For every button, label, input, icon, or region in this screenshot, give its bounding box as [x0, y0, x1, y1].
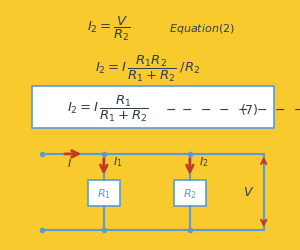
FancyBboxPatch shape [32, 87, 274, 128]
Text: $V$: $V$ [243, 186, 255, 198]
Text: $R_1$: $R_1$ [97, 186, 111, 200]
Bar [88, 180, 120, 206]
Bar [174, 180, 206, 206]
Text: $I$: $I$ [67, 156, 72, 168]
Text: $I_2 = I\,\dfrac{R_1}{R_1 + R_2}$: $I_2 = I\,\dfrac{R_1}{R_1 + R_2}$ [67, 94, 148, 124]
Text: $-\;-\;-\;-\;-\;-\;-\;-$: $-\;-\;-\;-\;-\;-\;-\;-$ [165, 102, 300, 115]
Text: $I_2 = I\,\dfrac{R_1 R_2}{R_1 + R_2}\;/R_2$: $I_2 = I\,\dfrac{R_1 R_2}{R_1 + R_2}\;/R… [95, 54, 201, 84]
Text: $I_1$: $I_1$ [112, 154, 122, 168]
Text: $\mathit{Equation}(2)$: $\mathit{Equation}(2)$ [169, 22, 235, 36]
Text: $R_2$: $R_2$ [183, 186, 197, 200]
Text: $I_2 = \dfrac{V}{R_2}$: $I_2 = \dfrac{V}{R_2}$ [87, 15, 131, 43]
Text: $I_2$: $I_2$ [199, 154, 208, 168]
Text: $(7)$: $(7)$ [240, 101, 259, 116]
